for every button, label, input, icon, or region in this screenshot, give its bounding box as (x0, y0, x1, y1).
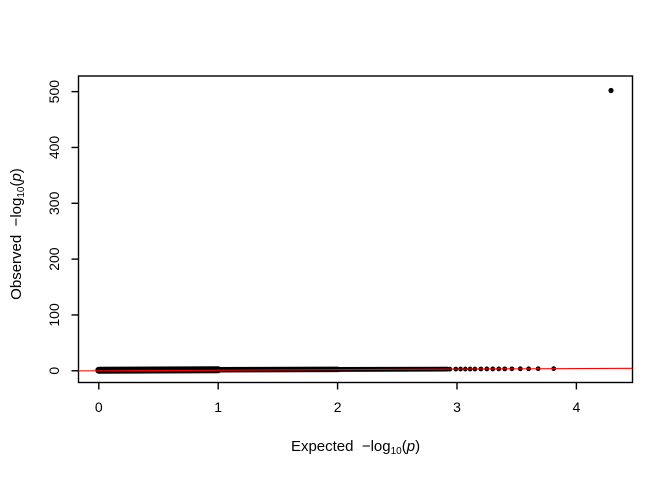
y-axis-title-variable: p (8, 173, 25, 182)
y-axis-tick-label: 500 (46, 80, 62, 104)
y-axis-tick-label: 400 (46, 136, 62, 160)
y-axis-tick-label: 100 (46, 303, 62, 327)
y-axis-title-subscript: 10 (16, 186, 27, 198)
y-axis-title-close-paren: ) (8, 168, 25, 173)
y-axis-title-main: Observed −log (8, 198, 25, 300)
plot-border (77, 75, 634, 384)
x-axis-tick-label: 0 (95, 399, 103, 415)
identity-line (78, 367, 633, 372)
x-axis-tick-label: 4 (572, 399, 580, 415)
x-axis-tick-label: 3 (453, 399, 461, 415)
x-axis-title-variable: p (406, 438, 415, 455)
plot-marks: 0 1 2 3 4 0 100 200 300 400 500 (46, 80, 633, 415)
outlier-point (608, 87, 614, 94)
x-axis-tick-label: 2 (334, 399, 342, 415)
x-axis-title-subscript: 10 (391, 446, 403, 457)
x-axis-title: Expected −log10(p) (291, 438, 420, 457)
x-axis-title-close-paren: ) (415, 438, 420, 455)
x-axis-tick-label: 1 (214, 399, 222, 415)
y-axis-tick-label: 200 (46, 247, 62, 271)
y-axis-tick-label: 0 (46, 367, 62, 375)
x-axis-title-open-paren: ( (402, 438, 407, 455)
y-axis-title: Observed −log10(p) (8, 168, 27, 300)
y-axis-title-open-paren: ( (8, 182, 25, 187)
y-axis-tick-label: 300 (46, 191, 62, 215)
x-axis-title-main: Expected −log (291, 438, 391, 455)
